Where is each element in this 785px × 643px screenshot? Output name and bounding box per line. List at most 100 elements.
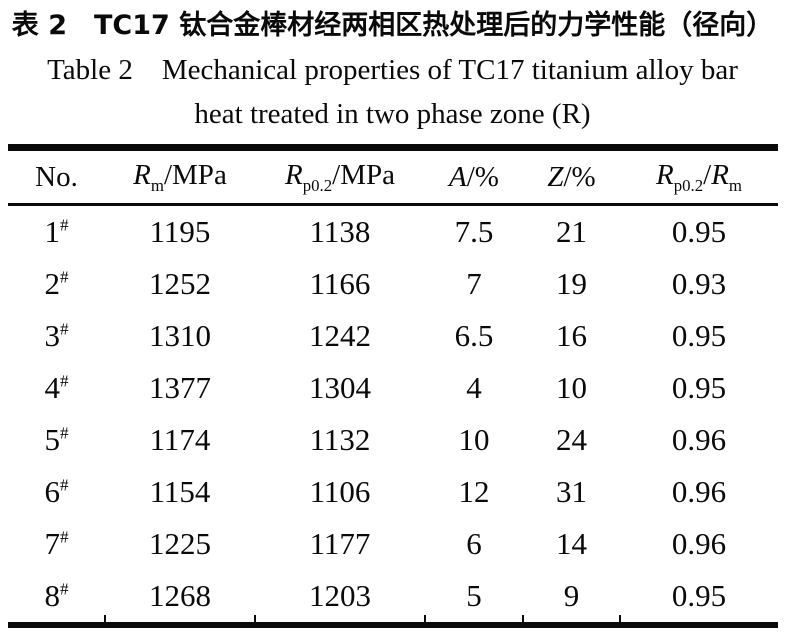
mechanical-properties-table-wrap: No. Rm/MPa Rp0.2/MPa A/% Z/% Rp0.2/Rm 1#… [8,144,778,628]
column-divider-tick [424,615,426,628]
cell-rp02: 1177 [309,526,371,561]
cell-a: 10 [458,422,490,457]
cell-rp02: 1304 [309,370,371,405]
cell-a: 7 [466,266,482,301]
rm-unit: /MPa [163,158,227,191]
cell-rp02: 1132 [309,422,371,457]
ratio-symbol-1: R [656,158,674,191]
cell-rp02: 1138 [309,214,371,249]
hash-superscript: # [59,371,69,391]
table-row: 4# 1377 1304 4 10 0.95 [8,362,778,414]
column-divider-tick [104,615,106,628]
table-row: 8# 1268 1203 5 9 0.95 [8,570,778,625]
sample-number: 4 [44,370,60,405]
cell-no: 5# [8,414,105,466]
sample-number: 5 [44,422,60,457]
hash-superscript: # [59,475,69,495]
column-divider-tick [619,615,621,628]
hash-superscript: # [59,527,69,547]
sample-number: 1 [44,214,60,249]
hash-superscript: # [59,215,69,235]
rm-symbol: R [133,158,151,191]
hash-superscript: # [59,319,69,339]
table-row: 6# 1154 1106 12 31 0.96 [8,466,778,518]
cell-z: 10 [556,370,587,405]
ratio-subscript-2: m [728,175,742,195]
cell-z: 14 [556,526,587,561]
cell-rp02: 1166 [309,266,371,301]
rm-subscript: m [150,175,164,195]
cell-rp02: 1203 [309,578,371,613]
table-row: 3# 1310 1242 6.5 16 0.95 [8,310,778,362]
sample-number: 3 [44,318,60,353]
table-row: 2# 1252 1166 7 19 0.93 [8,258,778,310]
cell-rm: 1252 [149,266,211,301]
cell-no: 6# [8,466,105,518]
cell-rm: 1225 [149,526,211,561]
cell-a: 6.5 [454,318,494,353]
column-header-rm: Rm/MPa [105,147,255,206]
cell-no: 4# [8,362,105,414]
cell-rp02: 1106 [309,474,371,509]
z-unit: /% [563,160,596,193]
cell-no: 3# [8,310,105,362]
ratio-subscript-1: p0.2 [673,175,704,195]
cell-ratio: 0.96 [671,422,727,457]
hash-superscript: # [59,267,69,287]
column-header-ratio: Rp0.2/Rm [620,147,778,206]
table-caption-chinese: 表 2 TC17 钛合金棒材经两相区热处理后的力学性能（径向） [11,10,774,41]
table-caption-english-line2: heat treated in two phase zone (R) [194,98,591,130]
rp02-unit: /MPa [332,158,395,191]
cell-ratio: 0.96 [671,474,727,509]
cell-a: 7.5 [454,214,494,249]
cell-z: 16 [556,318,587,353]
cell-a: 4 [466,370,482,405]
column-header-a: A/% [425,147,523,206]
column-divider-tick [522,615,524,628]
cell-no: 2# [8,258,105,310]
table-row: 5# 1174 1132 10 24 0.96 [8,414,778,466]
table-caption-english-line1: Table 2 Mechanical properties of TC17 ti… [47,54,738,86]
column-header-rp02: Rp0.2/MPa [255,147,425,206]
sample-number: 7 [44,526,60,561]
a-symbol: A [449,160,467,193]
table-header-row: No. Rm/MPa Rp0.2/MPa A/% Z/% Rp0.2/Rm [8,147,778,206]
cell-rm: 1310 [149,318,211,353]
cell-ratio: 0.95 [671,578,727,613]
cell-ratio: 0.95 [671,214,727,249]
hash-superscript: # [59,579,69,599]
cell-z: 9 [563,578,580,613]
cell-a: 12 [458,474,490,509]
cell-z: 21 [556,214,587,249]
cell-rm: 1268 [149,578,211,613]
table-row: 7# 1225 1177 6 14 0.96 [8,518,778,570]
z-symbol: Z [547,160,564,193]
cell-no: 1# [8,205,105,259]
cell-rm: 1195 [149,214,211,249]
sample-number: 2 [44,266,60,301]
rp02-symbol: R [285,158,303,191]
column-header-z: Z/% [523,147,620,206]
cell-rm: 1154 [149,474,211,509]
ratio-symbol-2: R [711,158,729,191]
cell-ratio: 0.95 [671,318,727,353]
cell-rm: 1174 [149,422,211,457]
cell-ratio: 0.93 [671,266,727,301]
cell-ratio: 0.95 [671,370,727,405]
column-divider-tick [254,615,256,628]
rp02-subscript: p0.2 [302,175,333,195]
cell-z: 31 [556,474,587,509]
cell-z: 24 [556,422,587,457]
cell-no: 7# [8,518,105,570]
ratio-separator: / [703,158,712,191]
sample-number: 6 [44,474,60,509]
cell-rp02: 1242 [309,318,371,353]
cell-z: 19 [556,266,587,301]
cell-rm: 1377 [149,370,211,405]
cell-no: 8# [8,570,105,625]
cell-ratio: 0.96 [671,526,727,561]
header-no-label: No. [35,160,78,193]
cell-a: 5 [466,578,482,613]
cell-a: 6 [466,526,482,561]
